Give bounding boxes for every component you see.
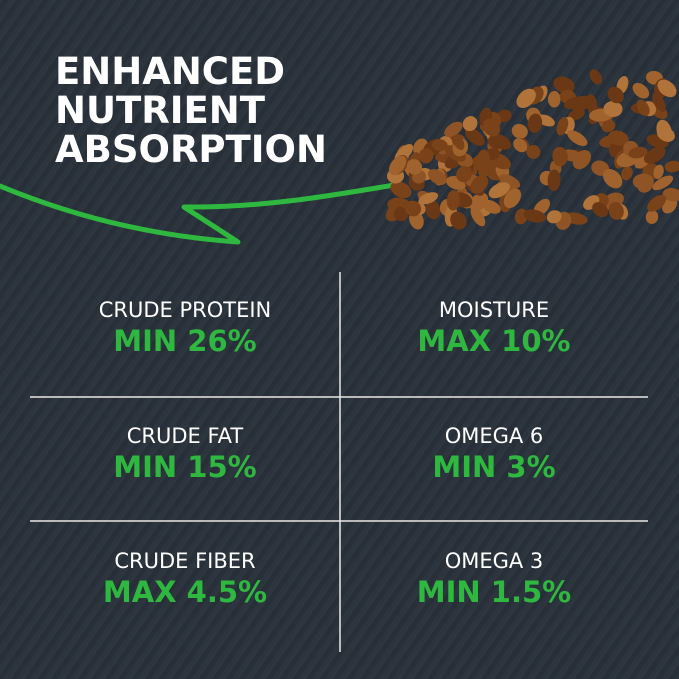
nutrient-cell: MOISTURE MAX 10% <box>344 298 644 358</box>
kibble-piece <box>652 92 666 112</box>
kibble-piece <box>476 149 490 173</box>
nutrient-label: MOISTURE <box>438 298 550 322</box>
kibble-piece <box>607 130 629 146</box>
kibble-piece <box>446 190 460 211</box>
nutrient-label: CRUDE FAT <box>126 424 244 448</box>
kibble-piece <box>589 69 603 85</box>
green-arrow-icon <box>0 181 403 245</box>
kibble-piece <box>621 166 633 181</box>
kibble-pile-image <box>385 69 679 230</box>
kibble-piece <box>637 176 653 193</box>
kibble-piece <box>647 194 667 212</box>
kibble-piece <box>546 210 562 224</box>
nutrient-label: CRUDE FIBER <box>114 549 256 573</box>
kibble-piece <box>553 76 575 94</box>
kibble-piece <box>523 209 546 223</box>
kibble-piece <box>404 200 422 217</box>
kibble-piece <box>487 136 502 149</box>
kibble-piece <box>652 175 674 191</box>
kibble-piece <box>662 187 679 202</box>
kibble-piece <box>653 164 664 180</box>
kibble-piece <box>418 192 439 205</box>
kibble-piece <box>547 169 561 192</box>
kibble-piece <box>427 169 447 185</box>
kibble-piece <box>601 120 616 133</box>
nutrient-value: MIN 3% <box>432 450 556 484</box>
kibble-piece <box>499 174 521 189</box>
kibble-piece <box>657 79 677 98</box>
kibble-piece <box>418 148 434 164</box>
kibble-piece <box>556 117 569 136</box>
kibble-piece <box>645 209 659 224</box>
nutrient-label: OMEGA 6 <box>444 424 544 448</box>
kibble-piece <box>482 118 501 137</box>
kibble-piece <box>656 126 675 142</box>
kibble-piece <box>451 132 465 150</box>
nutrient-cell: CRUDE FIBER MAX 4.5% <box>35 549 335 609</box>
kibble-piece <box>602 169 623 189</box>
nutrient-cell: CRUDE FAT MIN 15% <box>35 424 335 484</box>
kibble-piece <box>592 202 609 218</box>
kibble-piece <box>393 206 409 222</box>
kibble-piece <box>390 181 412 199</box>
nutrient-value: MIN 26% <box>113 324 257 358</box>
kibble-piece <box>464 127 485 146</box>
kibble-piece <box>388 155 407 176</box>
headline: ENHANCED NUTRIENT ABSORPTION <box>55 52 327 169</box>
kibble-piece <box>636 99 650 116</box>
kibble-piece <box>470 175 489 194</box>
kibble-piece <box>552 146 568 167</box>
kibble-piece <box>425 200 441 220</box>
kibble-piece <box>488 182 510 199</box>
kibble-piece <box>563 96 587 110</box>
nutrient-cell: OMEGA 6 MIN 3% <box>344 424 644 484</box>
kibble-piece <box>664 160 679 173</box>
kibble-piece <box>608 202 624 220</box>
kibble-piece <box>406 159 423 175</box>
headline-line-1: ENHANCED <box>55 50 285 93</box>
kibble-piece <box>603 101 623 117</box>
kibble-piece <box>526 145 541 159</box>
nutrient-value: MAX 10% <box>417 324 571 358</box>
nutrient-cell: CRUDE PROTEIN MIN 26% <box>35 298 335 358</box>
kibble-piece <box>470 207 486 227</box>
kibble-piece <box>482 199 501 214</box>
kibble-piece <box>513 138 528 153</box>
kibble-piece <box>607 86 624 104</box>
kibble-piece <box>568 108 585 121</box>
nutrient-value: MAX 4.5% <box>102 575 268 609</box>
kibble-piece <box>632 82 650 99</box>
nutrient-value: MIN 15% <box>113 450 257 484</box>
nutrient-cell: OMEGA 3 MIN 1.5% <box>344 549 644 609</box>
headline-line-3: ABSORPTION <box>55 128 327 171</box>
kibble-piece <box>456 166 472 183</box>
nutrient-value: MIN 1.5% <box>416 575 572 609</box>
kibble-piece <box>431 139 448 152</box>
kibble-piece <box>516 88 536 108</box>
kibble-piece <box>462 116 478 132</box>
kibble-piece <box>450 211 467 230</box>
kibble-piece <box>643 146 666 164</box>
headline-line-2: NUTRIENT <box>55 89 265 132</box>
kibble-piece <box>547 91 561 108</box>
kibble-piece <box>444 121 463 137</box>
kibble-piece <box>503 188 522 209</box>
nutrient-label: CRUDE PROTEIN <box>98 298 272 322</box>
kibble-piece <box>511 123 528 139</box>
kibble-piece <box>628 146 648 159</box>
kibble-piece <box>567 130 588 147</box>
kibble-piece <box>527 113 543 133</box>
nutrient-label: OMEGA 3 <box>444 549 544 573</box>
